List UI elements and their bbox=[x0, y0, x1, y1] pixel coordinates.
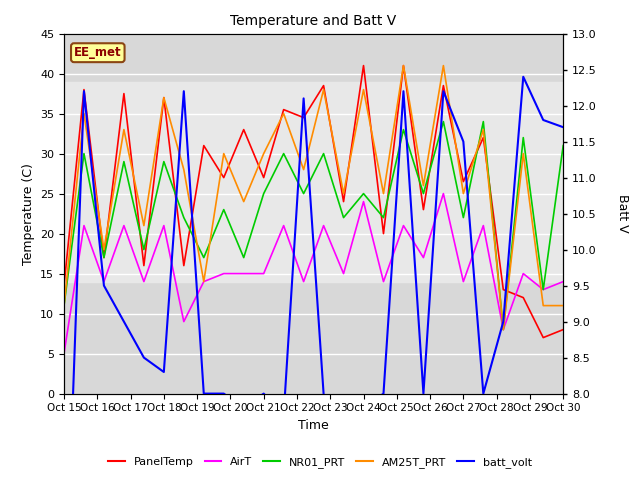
X-axis label: Time: Time bbox=[298, 419, 329, 432]
Text: EE_met: EE_met bbox=[74, 46, 122, 59]
Bar bbox=[64, 82, 563, 282]
Y-axis label: Temperature (C): Temperature (C) bbox=[22, 163, 35, 264]
Title: Temperature and Batt V: Temperature and Batt V bbox=[230, 14, 397, 28]
Y-axis label: Batt V: Batt V bbox=[616, 194, 629, 233]
Legend: PanelTemp, AirT, NR01_PRT, AM25T_PRT, batt_volt: PanelTemp, AirT, NR01_PRT, AM25T_PRT, ba… bbox=[104, 452, 536, 472]
